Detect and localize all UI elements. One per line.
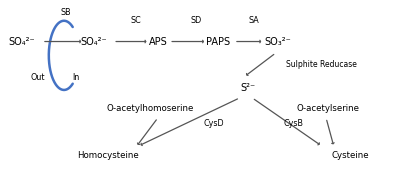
Text: Out: Out	[31, 73, 45, 82]
Text: Cysteine: Cysteine	[331, 151, 369, 160]
Text: CysD: CysD	[204, 119, 224, 128]
Text: O-acetylserine: O-acetylserine	[296, 104, 360, 113]
Text: Sulphite Reducase: Sulphite Reducase	[286, 60, 357, 69]
Text: SO₄²⁻: SO₄²⁻	[81, 37, 107, 47]
Text: CysB: CysB	[284, 119, 304, 128]
Text: SO₃²⁻: SO₃²⁻	[265, 37, 291, 47]
Text: SD: SD	[190, 16, 202, 25]
Text: SB: SB	[61, 8, 71, 17]
Text: PAPS: PAPS	[206, 37, 230, 47]
Text: SO₄²⁻: SO₄²⁻	[9, 37, 35, 47]
Text: Homocysteine: Homocysteine	[77, 151, 139, 160]
Text: SA: SA	[249, 16, 259, 25]
Text: APS: APS	[149, 37, 167, 47]
Text: SC: SC	[131, 16, 141, 25]
Text: S²⁻: S²⁻	[240, 83, 256, 93]
Text: In: In	[72, 73, 80, 82]
Text: O-acetylhomoserine: O-acetylhomoserine	[106, 104, 194, 113]
